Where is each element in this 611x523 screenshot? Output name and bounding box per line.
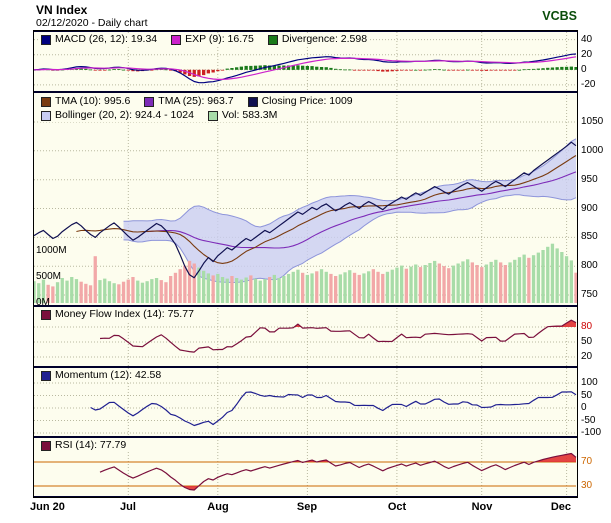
legend-item: MACD (26, 12): 19.34 — [41, 33, 157, 46]
legend-color-chip — [247, 96, 258, 107]
legend-label: EXP (9): 16.75 — [185, 33, 254, 45]
price-axis-tick: 950 — [581, 174, 598, 185]
volume-axis-tick: 1000M — [36, 245, 67, 256]
x-axis-label: Sep — [296, 501, 318, 513]
chart-subtitle: 02/12/2020 - Daily chart — [36, 17, 148, 29]
x-axis-label: Jun 20 — [30, 501, 65, 513]
price-axis-tick: 800 — [581, 260, 598, 271]
legend-label: TMA (10): 995.6 — [55, 95, 131, 107]
x-axis-label: Oct — [387, 501, 407, 513]
legend-color-chip — [171, 34, 182, 45]
legend-item: Vol: 583.3M — [207, 109, 278, 122]
momentum-legend: Momentum (12): 42.58 — [38, 369, 165, 382]
price-axis-tick: 900 — [581, 203, 598, 214]
volume-axis-tick: 0M — [36, 297, 50, 308]
legend-label: Closing Price: 1009 — [261, 95, 353, 107]
legend-label: TMA (25): 963.7 — [158, 95, 234, 107]
price-axis-tick: 1050 — [581, 116, 604, 127]
macd-axis-tick: 20 — [581, 49, 593, 60]
legend-label: Vol: 583.3M — [221, 109, 278, 121]
legend-item: TMA (10): 995.6 — [41, 95, 130, 108]
legend-color-chip — [41, 96, 51, 107]
legend-color-chip — [41, 309, 51, 320]
mfi-legend: Money Flow Index (14): 75.77 — [38, 308, 197, 321]
legend-item: Bollinger (20, 2): 924.4 - 1024 — [41, 109, 194, 122]
momentum-axis-tick: 0 — [581, 402, 587, 413]
mfi-axis-tick: 20 — [581, 351, 593, 362]
legend-item: TMA (25): 963.7 — [144, 95, 234, 108]
mfi-axis-tick: 50 — [581, 336, 593, 347]
x-axis-label: Nov — [471, 501, 493, 513]
rsi-axis-tick: 30 — [581, 480, 593, 491]
legend-item: Momentum (12): 42.58 — [41, 369, 161, 382]
legend-item: EXP (9): 16.75 — [171, 33, 254, 46]
legend-label: MACD (26, 12): 19.34 — [55, 33, 158, 45]
x-axis-label: Dec — [550, 501, 571, 513]
legend-color-chip — [41, 370, 51, 381]
mfi-axis-tick: 80 — [581, 321, 593, 332]
rsi-axis-tick: 70 — [581, 456, 593, 467]
macd-axis-tick: 40 — [581, 34, 593, 45]
legend-color-chip — [41, 110, 51, 121]
x-axis-label: Aug — [207, 501, 229, 513]
momentum-axis-tick: -100 — [581, 427, 602, 438]
legend-color-chip — [267, 34, 278, 45]
macd-legend: MACD (26, 12): 19.34 EXP (9): 16.75 Diverg… — [38, 33, 371, 46]
volume-axis-tick: 500M — [36, 271, 62, 282]
legend-color-chip — [207, 110, 218, 121]
rsi-legend: RSI (14): 77.79 — [38, 439, 130, 452]
legend-label: Divergence: 2.598 — [281, 33, 368, 45]
main-legend-row1: TMA (10): 995.6 TMA (25): 963.7 Closing Pr… — [38, 95, 356, 108]
legend-color-chip — [144, 96, 155, 107]
legend-item: Money Flow Index (14): 75.77 — [41, 308, 194, 321]
legend-item: Divergence: 2.598 — [267, 33, 368, 46]
brand-logo: VCBS — [542, 9, 577, 23]
main-legend-row2: Bollinger (20, 2): 924.4 - 1024 Vol: 583.… — [38, 109, 281, 122]
macd-axis-tick: 0 — [581, 64, 587, 75]
momentum-axis-tick: -50 — [581, 415, 596, 426]
price-axis-tick: 850 — [581, 231, 598, 242]
macd-axis-tick: -20 — [581, 79, 596, 90]
momentum-axis-tick: 100 — [581, 377, 598, 388]
momentum-axis-tick: 50 — [581, 390, 593, 401]
legend-label: Momentum (12): 42.58 — [55, 369, 162, 381]
legend-label: Bollinger (20, 2): 924.4 - 1024 — [55, 109, 194, 121]
legend-label: RSI (14): 77.79 — [55, 439, 127, 451]
page-title: VN Index — [36, 3, 88, 17]
x-axis-label: Jul — [120, 501, 136, 513]
legend-label: Money Flow Index (14): 75.77 — [55, 308, 194, 320]
price-axis-tick: 750 — [581, 289, 598, 300]
legend-color-chip — [41, 440, 51, 451]
price-axis-tick: 1000 — [581, 145, 604, 156]
legend-item: Closing Price: 1009 — [247, 95, 353, 108]
legend-item: RSI (14): 77.79 — [41, 439, 126, 452]
legend-color-chip — [41, 34, 51, 45]
